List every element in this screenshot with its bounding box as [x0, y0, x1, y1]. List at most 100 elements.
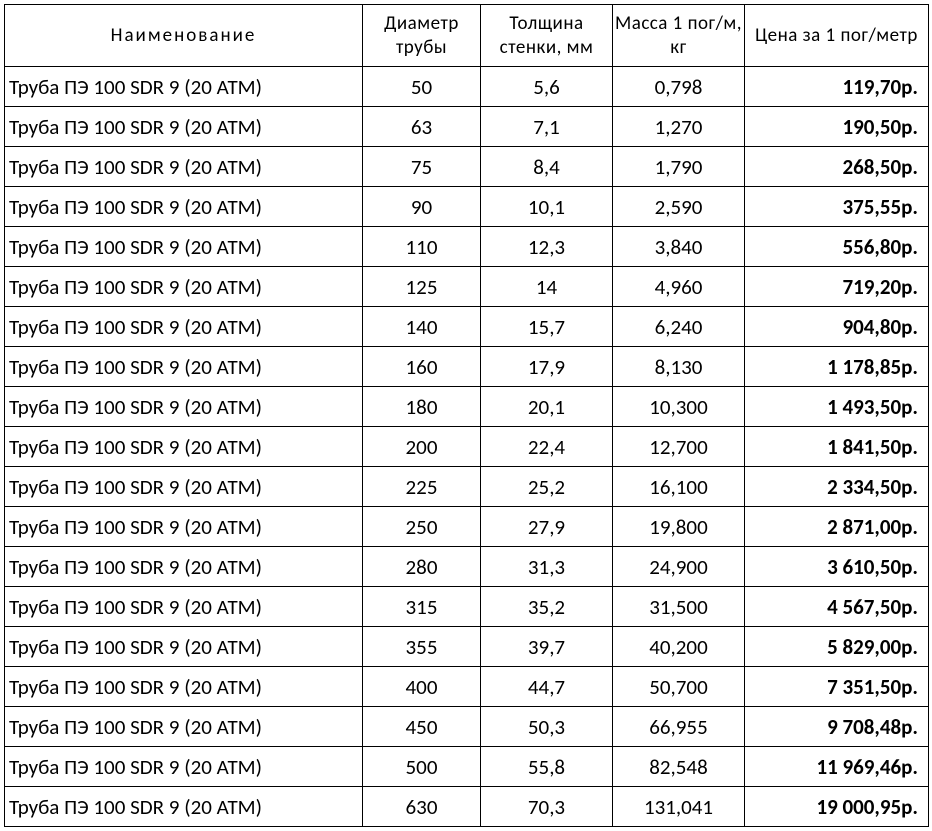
- cell-price: 719,20р.: [745, 267, 929, 307]
- cell-mass: 12,700: [613, 427, 745, 467]
- table-row: Труба ПЭ 100 SDR 9 (20 АТМ)18020,110,300…: [5, 387, 929, 427]
- cell-name: Труба ПЭ 100 SDR 9 (20 АТМ): [5, 547, 363, 587]
- cell-diameter: 110: [363, 227, 481, 267]
- cell-mass: 82,548: [613, 747, 745, 787]
- cell-mass: 19,800: [613, 507, 745, 547]
- table-row: Труба ПЭ 100 SDR 9 (20 АТМ)25027,919,800…: [5, 507, 929, 547]
- cell-mass: 10,300: [613, 387, 745, 427]
- cell-diameter: 315: [363, 587, 481, 627]
- table-body: Труба ПЭ 100 SDR 9 (20 АТМ)505,60,798119…: [5, 67, 929, 827]
- cell-price: 268,50р.: [745, 147, 929, 187]
- cell-price: 9 708,48р.: [745, 707, 929, 747]
- table-row: Труба ПЭ 100 SDR 9 (20 АТМ)9010,12,59037…: [5, 187, 929, 227]
- table-row: Труба ПЭ 100 SDR 9 (20 АТМ)28031,324,900…: [5, 547, 929, 587]
- table-row: Труба ПЭ 100 SDR 9 (20 АТМ)50055,882,548…: [5, 747, 929, 787]
- cell-diameter: 90: [363, 187, 481, 227]
- cell-mass: 40,200: [613, 627, 745, 667]
- table-row: Труба ПЭ 100 SDR 9 (20 АТМ)45050,366,955…: [5, 707, 929, 747]
- column-header-diameter: Диаметр трубы: [363, 5, 481, 67]
- cell-price: 1 493,50р.: [745, 387, 929, 427]
- table-row: Труба ПЭ 100 SDR 9 (20 АТМ)40044,750,700…: [5, 667, 929, 707]
- cell-wall: 20,1: [481, 387, 613, 427]
- cell-price: 5 829,00р.: [745, 627, 929, 667]
- column-header-mass: Масса 1 пог/м, кг: [613, 5, 745, 67]
- cell-wall: 10,1: [481, 187, 613, 227]
- cell-diameter: 280: [363, 547, 481, 587]
- column-header-price: Цена за 1 пог/метр: [745, 5, 929, 67]
- cell-price: 119,70р.: [745, 67, 929, 107]
- cell-wall: 70,3: [481, 787, 613, 827]
- column-header-name: Наименование: [5, 5, 363, 67]
- cell-mass: 16,100: [613, 467, 745, 507]
- cell-name: Труба ПЭ 100 SDR 9 (20 АТМ): [5, 507, 363, 547]
- cell-diameter: 630: [363, 787, 481, 827]
- table-row: Труба ПЭ 100 SDR 9 (20 АТМ)637,11,270190…: [5, 107, 929, 147]
- cell-price: 1 178,85р.: [745, 347, 929, 387]
- cell-price: 3 610,50р.: [745, 547, 929, 587]
- cell-name: Труба ПЭ 100 SDR 9 (20 АТМ): [5, 147, 363, 187]
- cell-wall: 15,7: [481, 307, 613, 347]
- cell-diameter: 180: [363, 387, 481, 427]
- cell-name: Труба ПЭ 100 SDR 9 (20 АТМ): [5, 267, 363, 307]
- cell-mass: 6,240: [613, 307, 745, 347]
- cell-name: Труба ПЭ 100 SDR 9 (20 АТМ): [5, 707, 363, 747]
- cell-wall: 8,4: [481, 147, 613, 187]
- cell-name: Труба ПЭ 100 SDR 9 (20 АТМ): [5, 67, 363, 107]
- cell-diameter: 63: [363, 107, 481, 147]
- table-row: Труба ПЭ 100 SDR 9 (20 АТМ)63070,3131,04…: [5, 787, 929, 827]
- table-row: Труба ПЭ 100 SDR 9 (20 АТМ)20022,412,700…: [5, 427, 929, 467]
- cell-mass: 31,500: [613, 587, 745, 627]
- table-row: Труба ПЭ 100 SDR 9 (20 АТМ)125144,960719…: [5, 267, 929, 307]
- cell-name: Труба ПЭ 100 SDR 9 (20 АТМ): [5, 467, 363, 507]
- table-header: НаименованиеДиаметр трубыТолщина стенки,…: [5, 5, 929, 67]
- cell-diameter: 160: [363, 347, 481, 387]
- table-row: Труба ПЭ 100 SDR 9 (20 АТМ)11012,33,8405…: [5, 227, 929, 267]
- cell-name: Труба ПЭ 100 SDR 9 (20 АТМ): [5, 587, 363, 627]
- cell-diameter: 50: [363, 67, 481, 107]
- pipe-price-table: НаименованиеДиаметр трубыТолщина стенки,…: [4, 4, 929, 827]
- table-row: Труба ПЭ 100 SDR 9 (20 АТМ)14015,76,2409…: [5, 307, 929, 347]
- table-row: Труба ПЭ 100 SDR 9 (20 АТМ)505,60,798119…: [5, 67, 929, 107]
- cell-wall: 7,1: [481, 107, 613, 147]
- cell-price: 19 000,95р.: [745, 787, 929, 827]
- cell-name: Труба ПЭ 100 SDR 9 (20 АТМ): [5, 787, 363, 827]
- cell-diameter: 250: [363, 507, 481, 547]
- cell-price: 7 351,50р.: [745, 667, 929, 707]
- cell-name: Труба ПЭ 100 SDR 9 (20 АТМ): [5, 227, 363, 267]
- cell-name: Труба ПЭ 100 SDR 9 (20 АТМ): [5, 747, 363, 787]
- table-row: Труба ПЭ 100 SDR 9 (20 АТМ)758,41,790268…: [5, 147, 929, 187]
- cell-mass: 1,270: [613, 107, 745, 147]
- cell-diameter: 400: [363, 667, 481, 707]
- cell-wall: 44,7: [481, 667, 613, 707]
- cell-wall: 25,2: [481, 467, 613, 507]
- cell-name: Труба ПЭ 100 SDR 9 (20 АТМ): [5, 387, 363, 427]
- cell-price: 190,50р.: [745, 107, 929, 147]
- cell-wall: 5,6: [481, 67, 613, 107]
- cell-price: 375,55р.: [745, 187, 929, 227]
- table-header-row: НаименованиеДиаметр трубыТолщина стенки,…: [5, 5, 929, 67]
- cell-diameter: 500: [363, 747, 481, 787]
- cell-price: 2 871,00р.: [745, 507, 929, 547]
- column-header-wall: Толщина стенки, мм: [481, 5, 613, 67]
- table-row: Труба ПЭ 100 SDR 9 (20 АТМ)35539,740,200…: [5, 627, 929, 667]
- table-row: Труба ПЭ 100 SDR 9 (20 АТМ)31535,231,500…: [5, 587, 929, 627]
- cell-diameter: 355: [363, 627, 481, 667]
- cell-name: Труба ПЭ 100 SDR 9 (20 АТМ): [5, 347, 363, 387]
- cell-name: Труба ПЭ 100 SDR 9 (20 АТМ): [5, 107, 363, 147]
- cell-name: Труба ПЭ 100 SDR 9 (20 АТМ): [5, 307, 363, 347]
- cell-wall: 50,3: [481, 707, 613, 747]
- cell-diameter: 450: [363, 707, 481, 747]
- cell-mass: 1,790: [613, 147, 745, 187]
- cell-mass: 0,798: [613, 67, 745, 107]
- cell-price: 556,80р.: [745, 227, 929, 267]
- cell-mass: 24,900: [613, 547, 745, 587]
- cell-diameter: 140: [363, 307, 481, 347]
- cell-wall: 12,3: [481, 227, 613, 267]
- cell-wall: 39,7: [481, 627, 613, 667]
- cell-wall: 14: [481, 267, 613, 307]
- cell-mass: 66,955: [613, 707, 745, 747]
- cell-name: Труба ПЭ 100 SDR 9 (20 АТМ): [5, 627, 363, 667]
- cell-mass: 4,960: [613, 267, 745, 307]
- cell-wall: 22,4: [481, 427, 613, 467]
- cell-name: Труба ПЭ 100 SDR 9 (20 АТМ): [5, 427, 363, 467]
